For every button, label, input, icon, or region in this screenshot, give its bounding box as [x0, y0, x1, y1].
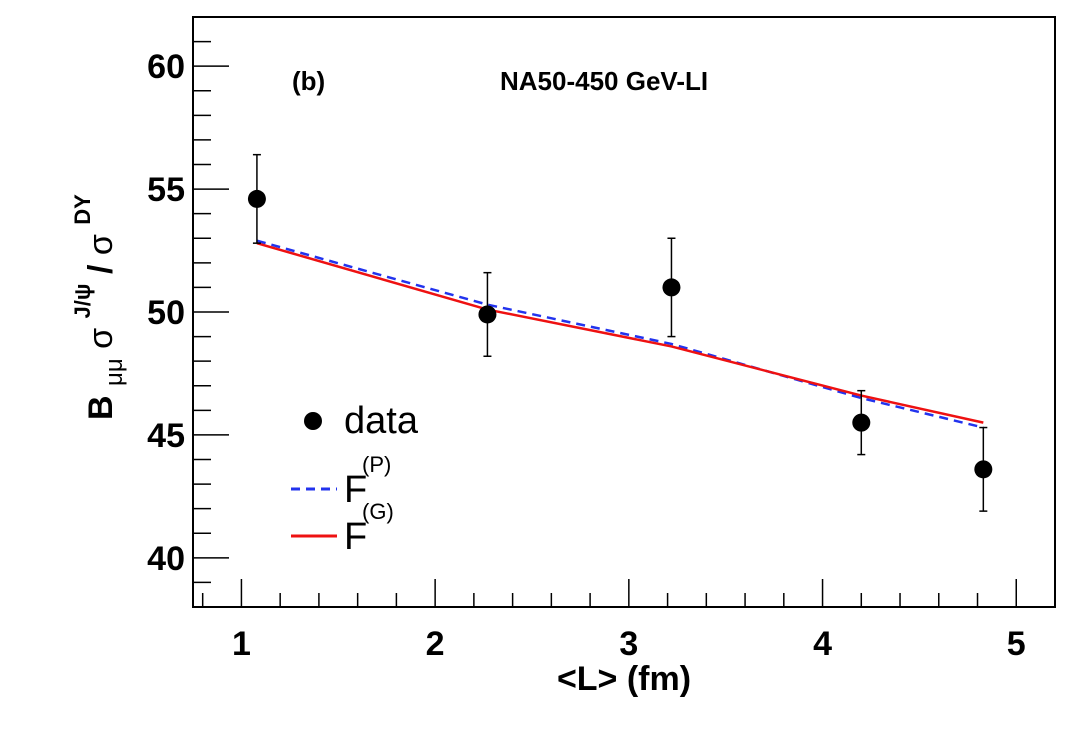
- x-tick-label: 4: [813, 625, 832, 663]
- legend-fg-label: F: [344, 516, 367, 558]
- y-title-denominator: σ: [82, 234, 120, 255]
- y-title-slash: /: [82, 264, 120, 274]
- legend: data F (P) F (G): [291, 400, 419, 558]
- series-fp-line: [256, 239, 984, 429]
- plot-frame: [192, 16, 1056, 608]
- x-axis-title: <L> (fm): [557, 660, 691, 698]
- series-layer: [247, 153, 993, 512]
- data-point: [974, 460, 993, 479]
- legend-data-label: data: [344, 400, 419, 442]
- axis-ticks: [193, 16, 1056, 608]
- legend-fg-sup: (G): [362, 499, 394, 524]
- y-tick-label: 55: [147, 171, 185, 209]
- data-point: [662, 278, 681, 297]
- svg-text:B μμ σ J/ψ: B μμ σ J/ψ / σ DY: [60, 194, 130, 420]
- y-tick-label: 60: [147, 48, 185, 86]
- x-tick-label: 5: [1007, 625, 1026, 663]
- legend-fp-sup: (P): [362, 452, 391, 477]
- y-title-main-sub: μμ: [101, 358, 128, 386]
- y-title-denominator-sup: DY: [70, 194, 95, 225]
- series-fg-line: [256, 241, 984, 424]
- data-point: [478, 305, 497, 324]
- y-tick-label: 40: [147, 540, 185, 578]
- y-title-numerator-sup: J/ψ: [70, 284, 95, 319]
- y-tick-label: 45: [147, 417, 185, 455]
- x-tick-label: 1: [232, 625, 251, 663]
- legend-fp-label: F: [344, 469, 367, 511]
- y-title-numerator: σ: [82, 328, 120, 349]
- panel-label: (b): [292, 66, 325, 96]
- data-point: [247, 189, 266, 208]
- data-point: [852, 413, 871, 432]
- y-title-main: B: [82, 395, 120, 420]
- x-tick-label: 3: [619, 625, 638, 663]
- y-axis-title: B μμ σ J/ψ / σ DY: [60, 194, 130, 420]
- y-tick-label: 50: [147, 294, 185, 332]
- chart-title: NA50-450 GeV-LI: [500, 66, 708, 96]
- x-tick-label: 2: [426, 625, 445, 663]
- legend-data-marker: [304, 412, 322, 430]
